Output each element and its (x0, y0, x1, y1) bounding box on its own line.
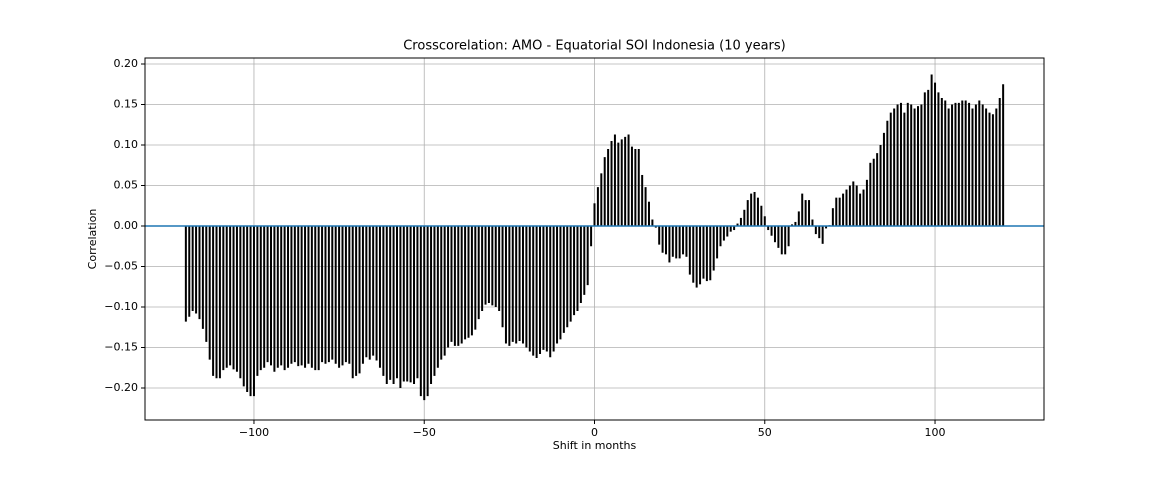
x-tick-label: 50 (758, 426, 772, 439)
x-tick-label: −100 (239, 426, 269, 439)
x-tick-label: 100 (925, 426, 946, 439)
x-axis-label: Shift in months (553, 439, 637, 452)
y-tick-label: 0.15 (114, 97, 139, 110)
y-axis-label: Correlation (86, 209, 99, 270)
y-tick-label: 0.05 (114, 178, 139, 191)
y-tick-label: 0.10 (114, 138, 139, 151)
y-tick-label: −0.05 (104, 260, 138, 273)
plot-frame (144, 57, 1045, 421)
y-tick-label: −0.20 (104, 381, 138, 394)
y-tick-label: −0.10 (104, 300, 138, 313)
chart-title: Crosscorelation: AMO - Equatorial SOI In… (403, 39, 786, 54)
y-tick-label: −0.15 (104, 341, 138, 354)
y-tick-label: 0.20 (114, 57, 139, 70)
y-tick-label: 0.00 (114, 219, 139, 232)
x-tick-label: −50 (413, 426, 436, 439)
x-tick-label: 0 (591, 426, 598, 439)
